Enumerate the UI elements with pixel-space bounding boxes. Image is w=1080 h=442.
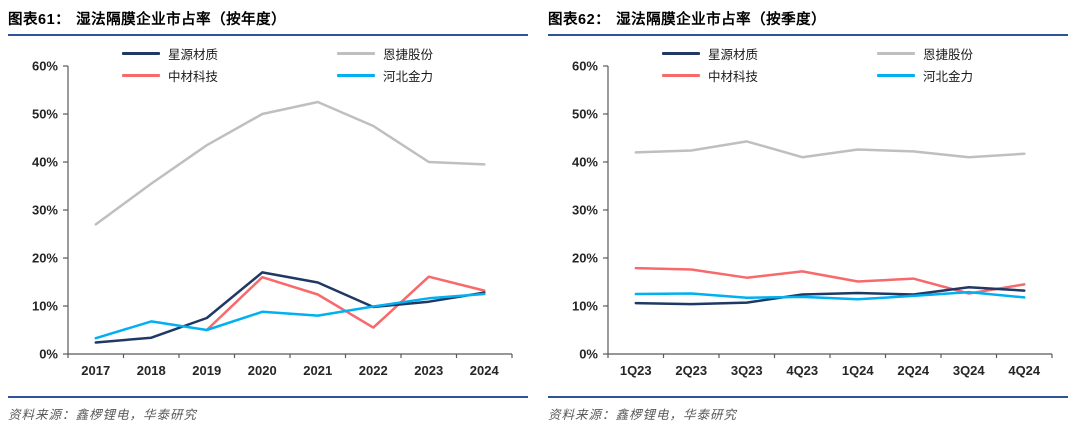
svg-text:2023: 2023 xyxy=(414,363,443,378)
figure-number: 图表61： xyxy=(8,12,71,28)
series-line-swatch xyxy=(662,74,700,77)
legend-label: 星源材质 xyxy=(168,48,219,62)
source-text: 鑫椤锂电，华泰研究 xyxy=(75,408,198,422)
legend-label: 中材科技 xyxy=(708,70,759,84)
svg-text:60%: 60% xyxy=(32,59,58,74)
figure-62-title: 图表62： 湿法隔膜企业市占率（按季度） xyxy=(548,8,1068,36)
svg-text:30%: 30% xyxy=(572,203,598,218)
legend-item-enjie: 恩捷股份 xyxy=(337,44,530,63)
svg-text:2019: 2019 xyxy=(192,363,221,378)
svg-text:1Q24: 1Q24 xyxy=(842,363,875,378)
legend-item-zhongcai: 中材科技 xyxy=(122,66,337,85)
figure-62-panel: 图表62： 湿法隔膜企业市占率（按季度） 星源材质 恩捷股份 中材科技 河北金力 … xyxy=(540,0,1080,442)
svg-text:2017: 2017 xyxy=(81,363,110,378)
legend-item-xingyuan: 星源材质 xyxy=(662,44,877,63)
legend-label: 星源材质 xyxy=(708,48,759,62)
series-line-swatch xyxy=(337,74,375,77)
svg-text:2021: 2021 xyxy=(303,363,332,378)
legend-label: 恩捷股份 xyxy=(383,48,434,62)
svg-text:2020: 2020 xyxy=(248,363,277,378)
series-line-swatch xyxy=(122,52,160,55)
legend-quarterly: 星源材质 恩捷股份 中材科技 河北金力 xyxy=(540,44,1070,85)
legend-item-hebeijinli: 河北金力 xyxy=(337,66,530,85)
svg-text:30%: 30% xyxy=(32,203,58,218)
svg-text:1Q23: 1Q23 xyxy=(620,363,652,378)
legend-item-zhongcai: 中材科技 xyxy=(662,66,877,85)
svg-text:4Q23: 4Q23 xyxy=(786,363,818,378)
svg-text:3Q23: 3Q23 xyxy=(731,363,763,378)
svg-text:20%: 20% xyxy=(32,251,58,266)
svg-text:2Q24: 2Q24 xyxy=(897,363,930,378)
legend-label: 中材科技 xyxy=(168,70,219,84)
figure-61-title: 图表61： 湿法隔膜企业市占率（按年度） xyxy=(8,8,528,36)
svg-text:0%: 0% xyxy=(579,347,598,362)
legend-item-xingyuan: 星源材质 xyxy=(122,44,337,63)
quarterly-market-share-chart: 0% 10% 20% 30% 40% 50% 60% 1Q23 2Q23 3Q23 4Q23 1Q24… xyxy=(540,36,1070,386)
source-divider xyxy=(8,396,528,398)
figure-61-panel: 图表61： 湿法隔膜企业市占率（按年度） 星源材质 恩捷股份 中材科技 河北金力 … xyxy=(0,8,530,423)
svg-text:40%: 40% xyxy=(32,155,58,170)
series-line-swatch xyxy=(337,52,375,55)
svg-text:20%: 20% xyxy=(572,251,598,266)
svg-text:2022: 2022 xyxy=(359,363,388,378)
figure-title-text: 湿法隔膜企业市占率（按年度） xyxy=(76,12,287,28)
svg-text:40%: 40% xyxy=(572,155,598,170)
source-label: 资料来源： xyxy=(548,408,616,422)
yearly-market-share-chart: 0% 10% 20% 30% 40% 50% 60% 2017 2018 2019 2020 2021… xyxy=(0,36,530,386)
svg-text:3Q24: 3Q24 xyxy=(953,363,986,378)
source-label: 资料来源： xyxy=(8,408,76,422)
svg-text:50%: 50% xyxy=(572,107,598,122)
svg-text:2Q23: 2Q23 xyxy=(675,363,707,378)
svg-text:10%: 10% xyxy=(572,299,598,314)
svg-text:10%: 10% xyxy=(32,299,58,314)
legend-yearly: 星源材质 恩捷股份 中材科技 河北金力 xyxy=(0,44,530,85)
source-divider xyxy=(548,396,1068,398)
source-note: 资料来源：鑫椤锂电，华泰研究 xyxy=(8,404,528,423)
series-line-swatch xyxy=(877,52,915,55)
legend-item-enjie: 恩捷股份 xyxy=(877,44,1070,63)
svg-text:50%: 50% xyxy=(32,107,58,122)
series-line-swatch xyxy=(877,74,915,77)
svg-text:4Q24: 4Q24 xyxy=(1008,363,1041,378)
legend-item-hebeijinli: 河北金力 xyxy=(877,66,1070,85)
figure-number: 图表62： xyxy=(548,12,611,28)
source-text: 鑫椤锂电，华泰研究 xyxy=(615,408,738,422)
legend-label: 河北金力 xyxy=(383,70,434,84)
source-note: 资料来源：鑫椤锂电，华泰研究 xyxy=(548,404,1068,423)
series-line-swatch xyxy=(122,74,160,77)
svg-text:2024: 2024 xyxy=(470,363,500,378)
figure-title-text: 湿法隔膜企业市占率（按季度） xyxy=(616,12,827,28)
legend-label: 河北金力 xyxy=(923,70,974,84)
svg-text:0%: 0% xyxy=(39,347,58,362)
svg-text:2018: 2018 xyxy=(137,363,166,378)
svg-text:60%: 60% xyxy=(572,59,598,74)
series-line-swatch xyxy=(662,52,700,55)
legend-label: 恩捷股份 xyxy=(923,48,974,62)
